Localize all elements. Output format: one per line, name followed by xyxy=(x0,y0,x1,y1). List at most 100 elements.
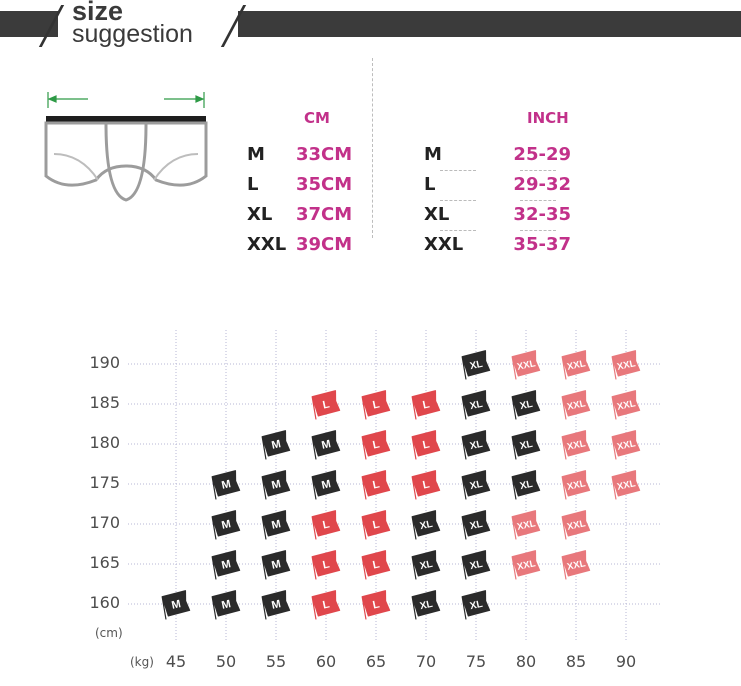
svg-text:XXL: XXL xyxy=(616,358,637,373)
size-flag-xl: XL xyxy=(511,470,541,500)
svg-text:L: L xyxy=(372,598,381,611)
size-flag-m: M xyxy=(311,470,341,500)
size-flag-l: L xyxy=(361,470,391,500)
size-flag-xl: XL xyxy=(461,430,491,460)
svg-text:M: M xyxy=(220,558,231,572)
svg-text:XXL: XXL xyxy=(516,358,537,373)
svg-text:XL: XL xyxy=(519,399,534,412)
y-tick-label: 170 xyxy=(89,513,120,532)
cm-value: 39CM xyxy=(296,234,353,255)
y-tick-label: 180 xyxy=(89,433,120,452)
size-flag-xl: XL xyxy=(511,390,541,420)
svg-text:XXL: XXL xyxy=(616,438,637,453)
svg-text:M: M xyxy=(320,438,331,452)
svg-text:L: L xyxy=(372,478,381,491)
size-flag-m: M xyxy=(211,590,241,620)
size-flag-l: L xyxy=(311,550,341,580)
svg-text:XXL: XXL xyxy=(516,518,537,533)
svg-text:XL: XL xyxy=(469,479,484,492)
cm-size-label: M xyxy=(247,144,265,165)
svg-text:XL: XL xyxy=(469,559,484,572)
size-flag-l: L xyxy=(361,550,391,580)
svg-text:XXL: XXL xyxy=(616,398,637,413)
size-flag-xl: XL xyxy=(461,510,491,540)
size-flag-xxl: XXL xyxy=(561,470,591,500)
svg-text:XL: XL xyxy=(519,479,534,492)
inch-value: 29-32 xyxy=(513,174,571,195)
svg-text:XL: XL xyxy=(419,519,434,532)
cm-size-label: XL xyxy=(247,204,273,225)
row-divider xyxy=(440,230,476,231)
svg-text:XXL: XXL xyxy=(566,438,587,453)
svg-text:L: L xyxy=(322,398,331,411)
size-flag-l: L xyxy=(311,510,341,540)
size-flag-xxl: XXL xyxy=(561,350,591,380)
svg-text:M: M xyxy=(270,598,281,612)
size-flag-xl: XL xyxy=(461,590,491,620)
svg-text:L: L xyxy=(422,438,431,451)
cm-column-title: CM xyxy=(304,109,330,127)
inch-value: 35-37 xyxy=(513,234,571,255)
size-flag-xl: XL xyxy=(411,510,441,540)
cm-value: 35CM xyxy=(296,174,353,195)
size-flag-m: M xyxy=(261,510,291,540)
svg-text:M: M xyxy=(220,598,231,612)
inch-size-label: M xyxy=(424,144,442,165)
x-tick-label: 50 xyxy=(215,652,237,671)
cm-value: 33CM xyxy=(296,144,353,165)
svg-text:L: L xyxy=(372,518,381,531)
row-divider xyxy=(520,170,556,171)
size-flag-l: L xyxy=(311,590,341,620)
svg-text:M: M xyxy=(270,438,281,452)
x-tick-label: 90 xyxy=(615,652,637,671)
size-flag-l: L xyxy=(361,590,391,620)
size-flag-xxl: XXL xyxy=(511,510,541,540)
svg-text:L: L xyxy=(422,398,431,411)
svg-text:XXL: XXL xyxy=(566,558,587,573)
inch-value: 32-35 xyxy=(513,204,571,225)
header-title-suggestion: suggestion xyxy=(72,20,193,48)
svg-text:L: L xyxy=(322,518,331,531)
header-title-size: size xyxy=(72,0,124,26)
header-bar-right xyxy=(238,11,741,37)
svg-text:M: M xyxy=(170,598,181,612)
x-tick-label: 75 xyxy=(465,652,487,671)
size-flag-xxl: XXL xyxy=(561,510,591,540)
size-flag-l: L xyxy=(411,430,441,460)
size-flag-xxl: XXL xyxy=(561,550,591,580)
size-flag-m: M xyxy=(261,590,291,620)
svg-text:M: M xyxy=(270,558,281,572)
x-tick-label: 65 xyxy=(365,652,387,671)
svg-text:XL: XL xyxy=(469,359,484,372)
y-tick-label: 175 xyxy=(89,473,120,492)
y-tick-label: 165 xyxy=(89,553,120,572)
y-tick-label: 190 xyxy=(89,353,120,372)
svg-text:XXL: XXL xyxy=(566,398,587,413)
size-flag-xl: XL xyxy=(461,350,491,380)
svg-text:M: M xyxy=(220,478,231,492)
svg-text:L: L xyxy=(372,398,381,411)
svg-text:L: L xyxy=(372,438,381,451)
size-flag-m: M xyxy=(261,430,291,460)
svg-text:XL: XL xyxy=(469,439,484,452)
size-flag-xxl: XXL xyxy=(561,390,591,420)
size-flag-m: M xyxy=(311,430,341,460)
y-axis-unit: (cm) xyxy=(95,626,123,640)
size-flag-l: L xyxy=(361,510,391,540)
svg-text:L: L xyxy=(422,478,431,491)
x-tick-label: 45 xyxy=(165,652,187,671)
size-flag-m: M xyxy=(261,550,291,580)
size-flag-m: M xyxy=(211,470,241,500)
inch-value: 25-29 xyxy=(513,144,571,165)
svg-text:XL: XL xyxy=(419,599,434,612)
size-flag-m: M xyxy=(211,510,241,540)
size-flag-l: L xyxy=(411,470,441,500)
size-flag-xxl: XXL xyxy=(511,550,541,580)
svg-text:M: M xyxy=(220,518,231,532)
svg-text:XL: XL xyxy=(519,439,534,452)
svg-text:XL: XL xyxy=(469,599,484,612)
size-flag-xxl: XXL xyxy=(611,430,641,460)
svg-text:M: M xyxy=(270,478,281,492)
svg-text:XXL: XXL xyxy=(566,478,587,493)
